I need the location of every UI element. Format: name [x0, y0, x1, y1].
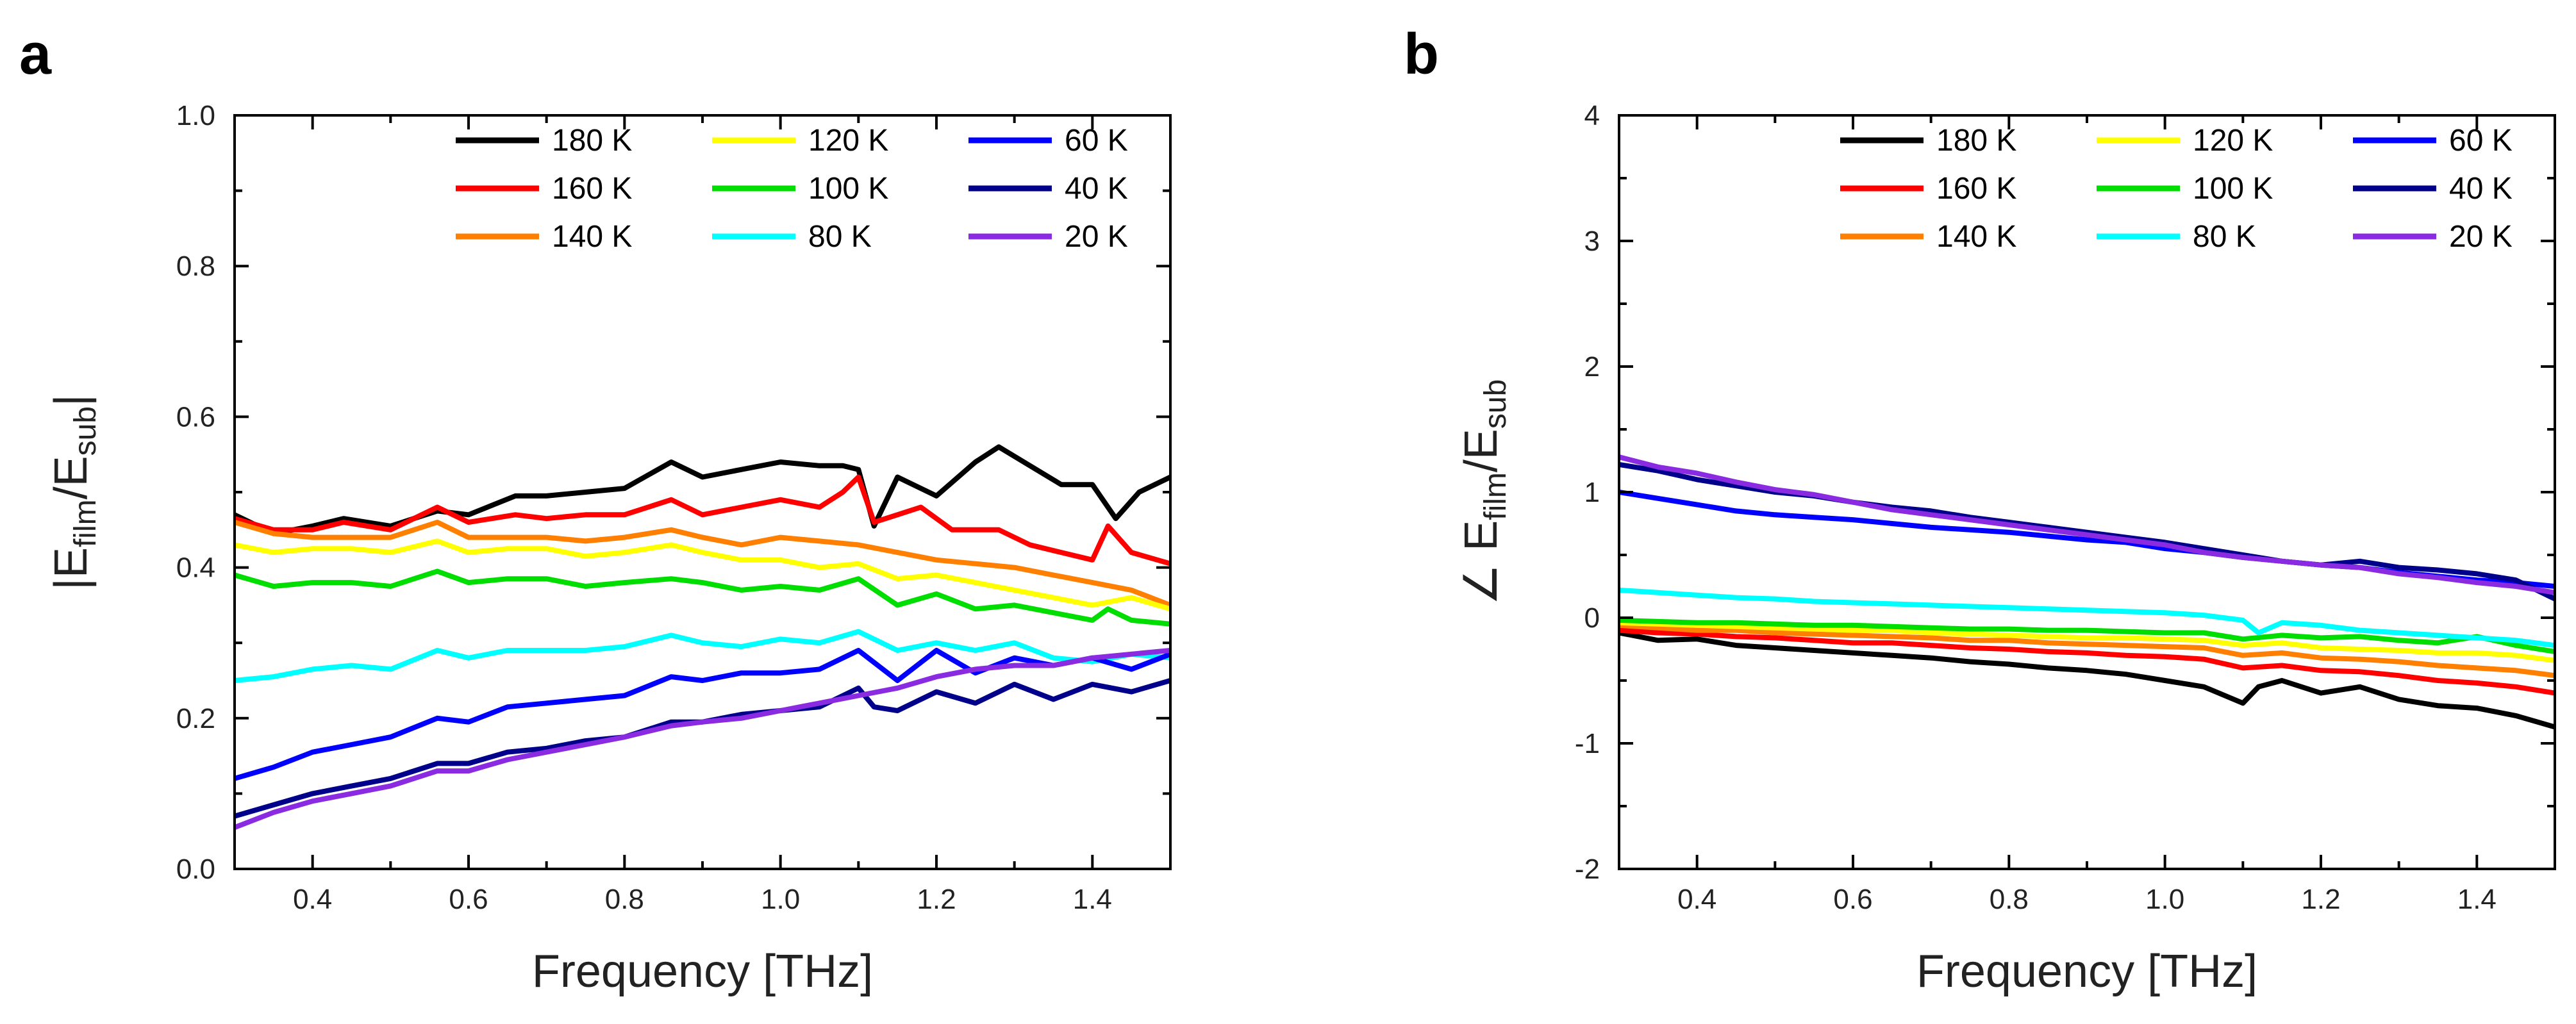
series-line-20k — [235, 648, 1170, 830]
series-line-80k — [1619, 587, 2555, 648]
x-tick-label: 0.8 — [1990, 884, 2029, 915]
series-line-180k — [235, 444, 1170, 536]
series-line-40k — [235, 678, 1170, 819]
y-tick-label: 3 — [1584, 226, 1600, 257]
legend: 180 K 160 K 140 K 120 K 100 K 80 K 60 K 40 K 20 … — [1840, 124, 2513, 254]
series-line-120k — [235, 538, 1170, 612]
y-tick-label: -1 — [1575, 728, 1600, 759]
y-axis-title-sub1: film — [69, 499, 103, 547]
plot-frame — [233, 114, 1172, 870]
panel-b: b 0.4 0.6 0.8 1.0 1.2 1.4 -2 -1 0 1 2 3 4 Frequency [T… — [1404, 22, 2556, 997]
legend-entry: 160 K — [552, 172, 632, 206]
x-tick-label: 1.2 — [917, 884, 956, 915]
x-tick-label: 0.4 — [1677, 884, 1716, 915]
x-tick-label: 0.6 — [1833, 884, 1872, 915]
x-tick-label: 0.8 — [605, 884, 644, 915]
legend-entry: 60 K — [2449, 124, 2513, 158]
series-line-20k — [1619, 454, 2555, 595]
x-axis-title: Frequency [THz] — [532, 946, 873, 997]
x-tick-label: 1.0 — [2145, 884, 2184, 915]
series-line-140k — [1619, 622, 2555, 679]
legend-entry: 40 K — [1065, 172, 1128, 206]
y-tick-label: 0.8 — [176, 251, 215, 282]
legend-entry: 140 K — [1936, 220, 2016, 254]
legend-entry: 40 K — [2449, 172, 2513, 206]
series-line-100k — [1619, 617, 2555, 654]
legend-entry: 80 K — [808, 220, 872, 254]
legend-entry: 160 K — [1936, 172, 2016, 206]
panel-a: a 0.4 0.6 0.8 1.0 1.2 1.4 0.0 0.2 0.4 0.6 0.8 1.0 Fre… — [19, 22, 1172, 997]
y-axis-title-mid: /E — [1456, 429, 1507, 472]
panel-label: a — [19, 22, 52, 87]
x-tick-label: 1.4 — [1073, 884, 1112, 915]
y-tick-label: 0.4 — [176, 552, 215, 584]
legend-entry: 20 K — [2449, 220, 2513, 254]
series-group — [235, 444, 1170, 830]
legend-entry: 20 K — [1065, 220, 1128, 254]
y-axis-title-sub2: sub — [69, 406, 103, 456]
y-tick-label: 0 — [1584, 602, 1600, 634]
legend-entry: 100 K — [808, 172, 888, 206]
y-tick-label: 0.0 — [176, 854, 215, 885]
panel-label: b — [1404, 22, 1439, 87]
legend-entry: 180 K — [1936, 124, 2016, 158]
x-axis-title: Frequency [THz] — [1916, 946, 2257, 997]
series-line-180k — [1619, 630, 2555, 730]
series-group — [1619, 454, 2555, 730]
y-tick-label: 4 — [1584, 100, 1600, 131]
y-tick-label: 1 — [1584, 477, 1600, 508]
x-tick-label: 1.4 — [2457, 884, 2497, 915]
y-axis-title-post: | — [46, 394, 97, 406]
legend: 180 K 160 K 140 K 120 K 100 K 80 K 60 K 40 K 20 … — [456, 124, 1128, 254]
x-tick-label: 1.0 — [761, 884, 800, 915]
series-line-160k — [1619, 627, 2555, 696]
y-tick-label: -2 — [1575, 854, 1600, 885]
y-tick-label: 2 — [1584, 351, 1600, 383]
y-axis-title-mid: /E — [46, 456, 97, 499]
y-tick-label: 0.2 — [176, 703, 215, 734]
legend-entry: 100 K — [2193, 172, 2273, 206]
y-tick-label: 0.6 — [176, 401, 215, 433]
series-line-60k — [1619, 490, 2555, 589]
legend-entry: 140 K — [552, 220, 632, 254]
x-tick-label: 0.6 — [449, 884, 488, 915]
y-tick-label: 1.0 — [176, 100, 215, 131]
series-line-160k — [235, 474, 1170, 566]
series-line-140k — [235, 520, 1170, 608]
legend-entry: 120 K — [2193, 124, 2273, 158]
series-line-100k — [235, 568, 1170, 627]
y-axis-title-pre: ∠ E — [1456, 520, 1507, 606]
legend-entry: 180 K — [552, 124, 632, 158]
y-axis-title-sub2: sub — [1479, 379, 1513, 429]
x-tick-label: 1.2 — [2301, 884, 2340, 915]
x-tick-label: 0.4 — [293, 884, 332, 915]
legend-entry: 80 K — [2193, 220, 2256, 254]
series-line-120k — [1619, 620, 2555, 663]
y-axis-title: |Efilm/Esub| — [46, 394, 103, 590]
series-line-60k — [235, 648, 1170, 781]
y-axis-title-pre: |E — [46, 547, 97, 590]
series-line-80k — [235, 629, 1170, 683]
y-axis-title: ∠ Efilm/Esub — [1456, 379, 1513, 606]
y-axis-title-sub1: film — [1479, 472, 1513, 520]
legend-entry: 120 K — [808, 124, 888, 158]
legend-entry: 60 K — [1065, 124, 1128, 158]
